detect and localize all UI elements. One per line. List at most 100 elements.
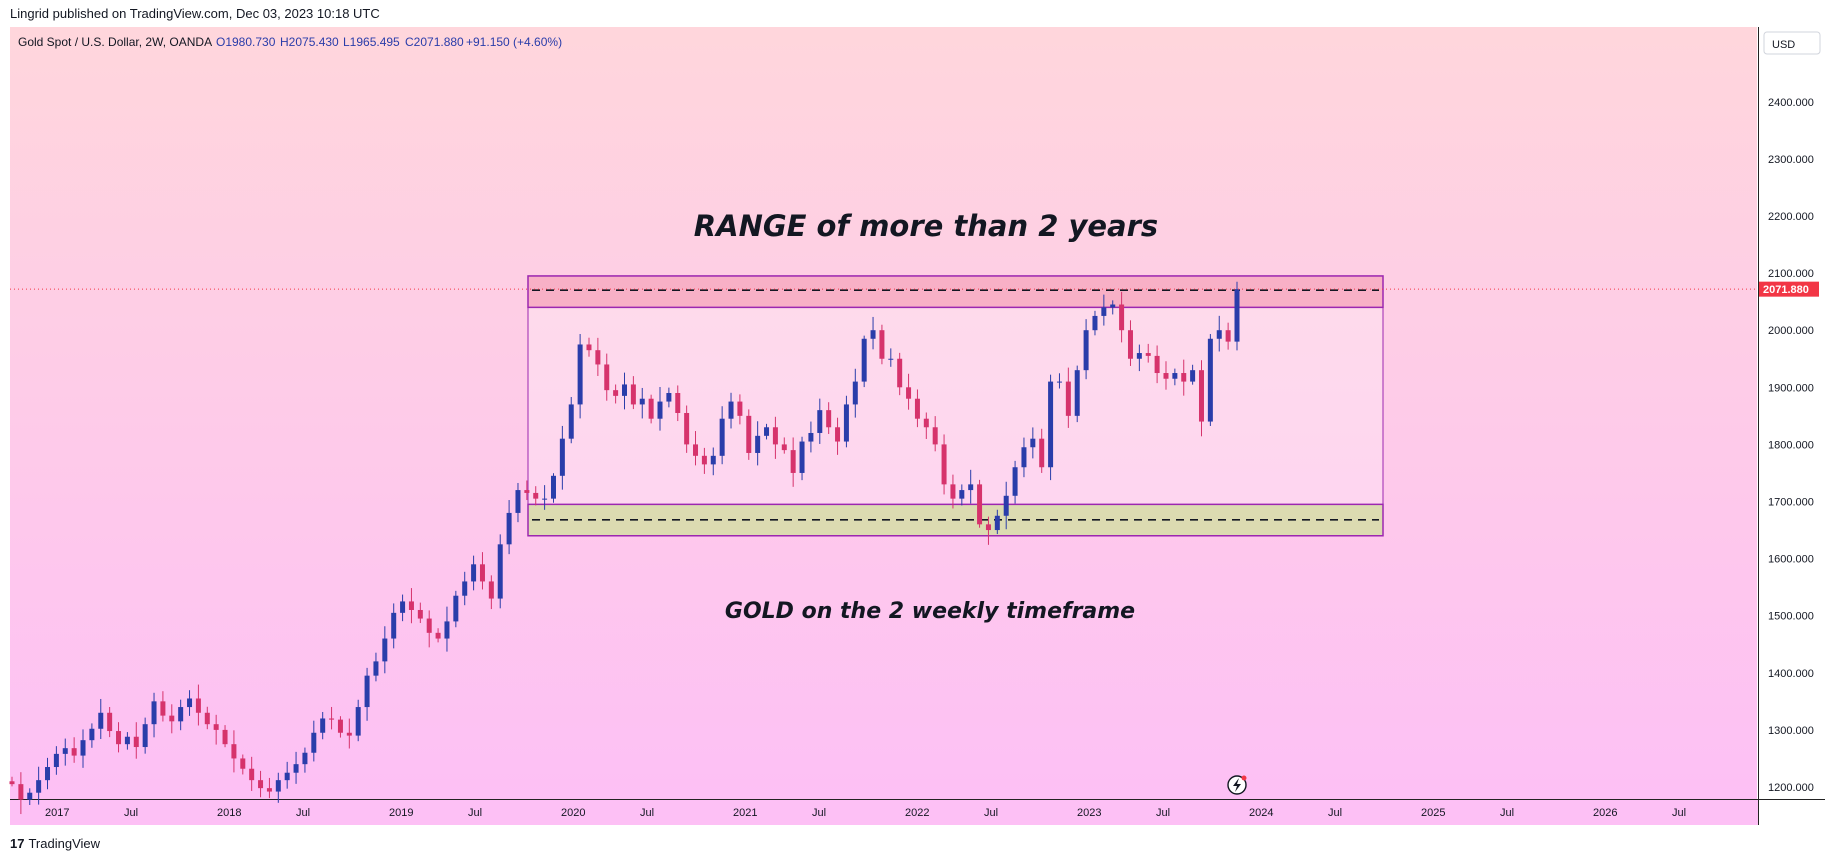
time-tick-label: 2019 [389,807,413,819]
time-tick-label: Jul [296,807,310,819]
candle-body [888,358,894,360]
candle-body [1110,304,1116,308]
time-tick-label: 2020 [561,807,585,819]
candle-body [1048,381,1054,468]
symbol-legend: Gold Spot / U.S. Dollar, 2W, OANDA [18,35,212,49]
candle-body [1198,370,1204,422]
candle-body [497,544,503,599]
candle-body [320,718,326,733]
price-axis-ticks: 1200.000 1300.000 1400.000 1500.000 1600.000… [1768,97,1814,794]
time-tick-label: 2018 [217,807,241,819]
candle-body [701,455,707,465]
published-by-text: Lingrid published on TradingView.com, De… [10,6,380,21]
range-annotation: RANGE of more than 2 years [694,209,1158,243]
candle-body [151,701,157,725]
candle-body [249,768,255,781]
candle-body [586,344,592,351]
legend-low: L1965.495 [343,35,400,49]
candle-body [950,484,956,499]
candle-body [1234,289,1240,342]
candle-body [710,455,716,465]
candle-body [941,444,947,485]
candlestick-series [9,281,1240,815]
candle-body [932,427,938,445]
candle-body [36,780,42,793]
candle-body [542,498,548,500]
candle-body [1039,438,1045,468]
candle-body [648,398,654,419]
candle-body [1136,353,1142,359]
time-tick-label: Jul [812,807,826,819]
candle-body [799,441,805,473]
candle-body [178,707,184,722]
timeframe-annotation: GOLD on the 2 weekly timeframe [725,599,1135,624]
price-tick-label: 2400.000 [1768,97,1814,109]
price-tick-label: 2100.000 [1768,268,1814,280]
candle-body [302,752,308,765]
candle-body [391,612,397,639]
candle-body [479,564,485,582]
candle-body [18,784,24,800]
candle-body [1101,307,1107,316]
currency-label: USD [1772,39,1795,51]
candle-body [568,404,574,439]
price-tick-label: 1200.000 [1768,782,1814,794]
candle-body [577,344,583,405]
price-tick-label: 1400.000 [1768,668,1814,680]
candle-body [355,707,361,736]
candle-body [462,581,468,596]
candle-body [1074,370,1080,416]
candle-body [728,401,734,419]
candle-body [604,364,610,391]
candle-body [116,731,122,745]
candle-body [550,475,556,499]
candle-body [781,444,787,451]
candle-body [1030,438,1036,448]
candle-body [53,753,59,768]
time-axis-background [10,799,1759,825]
flash-icon[interactable] [1227,775,1247,795]
candle-body [764,427,770,436]
candle-body [1190,370,1196,382]
plot-background [10,27,1757,799]
candle-body [266,788,272,792]
candle-body [817,410,823,433]
candle-body [471,564,477,582]
candle-body [71,748,77,756]
currency-button[interactable] [1763,31,1821,55]
candle-body [870,330,876,339]
candle-body [693,444,699,456]
candle-body [231,744,237,759]
legend-high: H2075.430 [280,35,339,49]
candle-body [80,740,86,756]
candle-body [772,427,778,445]
time-tick-label: Jul [468,807,482,819]
candle-body [293,764,299,773]
candle-body [311,732,317,753]
candle-body [1021,447,1027,468]
candle-body [1207,338,1213,422]
candle-body [9,781,15,785]
candle-body [98,712,104,729]
candle-body [843,404,849,442]
candle-body [45,767,51,781]
tradingview-footer: 17 TradingView [10,836,100,851]
brand-name: TradingView [28,836,101,851]
candle-body [169,715,175,722]
candle-body [444,621,450,639]
price-tick-label: 1900.000 [1768,382,1814,394]
candle-body [195,698,201,713]
candle-body [675,393,681,413]
candle-body [107,712,113,732]
candle-body [835,427,841,442]
candle-body [275,780,281,792]
candle-body [852,381,858,405]
tradingview-logo-icon: 17 [10,836,25,851]
candle-body [1119,304,1125,331]
candle-body [666,393,672,402]
time-tick-label: Jul [1500,807,1514,819]
candle-body [959,490,965,499]
candle-body [914,398,920,419]
candle-body [985,524,991,531]
